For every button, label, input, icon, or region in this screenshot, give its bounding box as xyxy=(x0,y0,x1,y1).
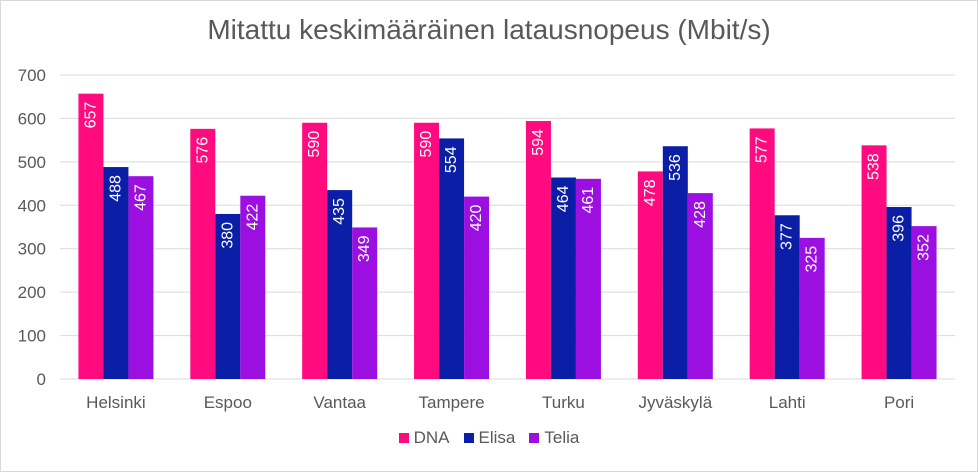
data-label: 461 xyxy=(580,187,597,214)
x-tick-label: Tampere xyxy=(418,393,484,412)
legend-label-telia: Telia xyxy=(544,428,580,447)
x-tick-label: Espoo xyxy=(204,393,252,412)
data-label: 594 xyxy=(530,129,547,156)
bar-elisa xyxy=(550,177,576,379)
data-label: 464 xyxy=(555,185,572,212)
y-tick-label: 500 xyxy=(18,153,46,172)
bar-telia xyxy=(911,226,937,379)
bar-elisa xyxy=(439,138,465,379)
data-label: 435 xyxy=(331,198,348,225)
legend-label-elisa: Elisa xyxy=(478,428,516,447)
y-tick-label: 600 xyxy=(18,109,46,128)
bar-telia xyxy=(240,195,266,379)
data-label: 349 xyxy=(356,235,373,262)
data-label: 657 xyxy=(82,102,99,129)
legend-item-elisa: Elisa xyxy=(463,428,516,448)
legend-item-dna: DNA xyxy=(398,428,450,448)
bar-elisa xyxy=(103,167,129,379)
legend-label-dna: DNA xyxy=(413,428,450,447)
bar-dna xyxy=(78,93,104,379)
legend: DNA Elisa Telia xyxy=(0,428,978,448)
bar-dna xyxy=(190,128,216,379)
bar-telia xyxy=(575,178,601,379)
bar-dna xyxy=(525,121,551,379)
bar-dna xyxy=(861,145,887,379)
bar-elisa xyxy=(215,213,241,379)
bar-dna xyxy=(637,171,663,379)
y-tick-label: 700 xyxy=(18,66,46,85)
data-label: 428 xyxy=(692,201,709,228)
bar-dna xyxy=(302,122,328,380)
y-tick-label: 300 xyxy=(18,240,46,259)
x-tick-label: Pori xyxy=(884,393,914,412)
chart-title: Mitattu keskimääräinen latausnopeus (Mbi… xyxy=(207,14,771,45)
data-label: 590 xyxy=(418,131,435,158)
data-label: 577 xyxy=(754,136,771,163)
bar-dna xyxy=(414,122,440,380)
data-label: 590 xyxy=(306,131,323,158)
data-label: 478 xyxy=(642,179,659,206)
data-label: 536 xyxy=(667,154,684,181)
x-tick-label: Jyväskylä xyxy=(638,393,712,412)
data-label: 488 xyxy=(107,175,124,202)
bar-telia xyxy=(128,176,154,379)
legend-swatch-elisa xyxy=(463,433,474,443)
data-label: 325 xyxy=(804,246,821,273)
y-tick-label: 400 xyxy=(18,196,46,215)
y-tick-label: 100 xyxy=(18,327,46,346)
y-tick-label: 200 xyxy=(18,283,46,302)
bar-dna xyxy=(749,128,775,379)
data-label: 576 xyxy=(194,137,211,164)
data-label: 467 xyxy=(132,184,149,211)
x-tick-label: Vantaa xyxy=(313,393,366,412)
data-label: 396 xyxy=(891,215,908,242)
bar-telia xyxy=(464,196,490,379)
data-label: 538 xyxy=(866,153,883,180)
data-label: 380 xyxy=(219,222,236,249)
bar-elisa xyxy=(886,207,912,379)
bar-telia xyxy=(799,237,825,379)
x-tick-label: Turku xyxy=(542,393,585,412)
data-label: 377 xyxy=(779,223,796,250)
data-label: 420 xyxy=(468,205,485,232)
data-label: 554 xyxy=(443,146,460,173)
legend-item-telia: Telia xyxy=(529,428,579,448)
bar-telia xyxy=(687,193,713,379)
data-label: 352 xyxy=(916,234,933,261)
bar-elisa xyxy=(774,215,800,379)
bar-elisa xyxy=(327,190,353,379)
bar-elisa xyxy=(662,146,688,379)
data-label: 422 xyxy=(244,204,261,231)
x-tick-label: Lahti xyxy=(769,393,806,412)
y-tick-label: 0 xyxy=(37,370,46,389)
legend-swatch-telia xyxy=(529,433,540,443)
x-tick-label: Helsinki xyxy=(86,393,146,412)
legend-swatch-dna xyxy=(398,433,409,443)
bar-telia xyxy=(352,227,378,379)
